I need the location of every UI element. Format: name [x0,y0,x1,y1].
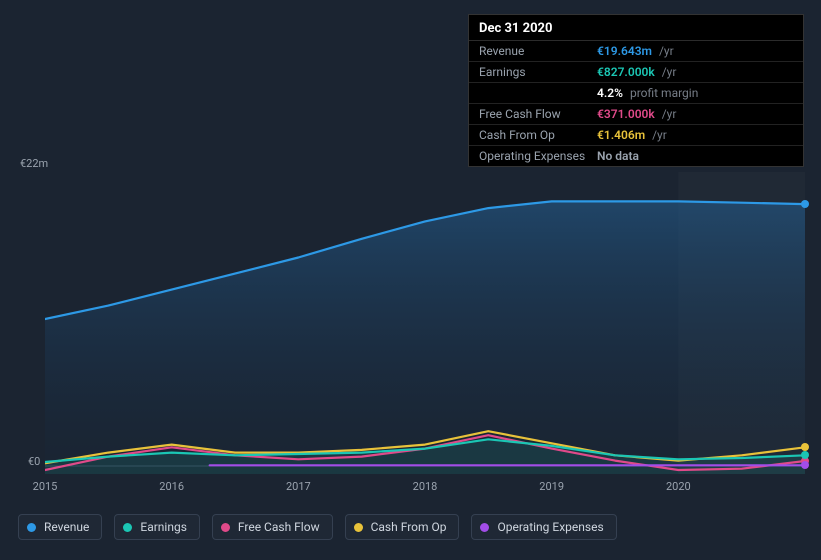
cash_from_op-end-marker [801,443,809,451]
legend-label: Revenue [44,520,89,534]
legend-label: Cash From Op [371,520,447,534]
tooltip-row-label: Operating Expenses [479,149,597,163]
y-axis-label-zero: €0 [28,455,40,468]
legend-item-fcf[interactable]: Free Cash Flow [212,514,333,540]
tooltip-row: Earnings€827.000k /yr [469,62,803,83]
tooltip-row-label: Earnings [479,65,597,79]
chart-plot-area[interactable] [45,172,805,474]
earnings-end-marker [801,451,809,459]
tooltip-row-label: Cash From Op [479,128,597,142]
tooltip-row-value: €827.000k /yr [597,65,676,79]
tooltip-subrow: 4.2% profit margin [469,83,803,104]
tooltip-row-value: €19.643m /yr [597,44,674,58]
y-axis-label-max: €22m [20,157,48,170]
legend: Revenue Earnings Free Cash Flow Cash From O… [18,514,617,540]
x-tick-2016: 2016 [159,480,184,493]
legend-item-opex[interactable]: Operating Expenses [471,514,616,540]
x-tick-2020: 2020 [666,480,691,493]
opex-end-marker [801,461,809,469]
x-tick-2018: 2018 [413,480,438,493]
data-tooltip: Dec 31 2020 Revenue€19.643m /yrEarnings€… [468,14,804,167]
legend-label: Operating Expenses [497,520,603,534]
legend-dot-icon [354,523,363,532]
tooltip-row: Revenue€19.643m /yr [469,41,803,62]
legend-label: Earnings [140,520,187,534]
tooltip-row-value: €1.406m /yr [597,128,667,142]
tooltip-row: Free Cash Flow€371.000k /yr [469,104,803,125]
x-tick-2019: 2019 [539,480,564,493]
tooltip-row: Cash From Op€1.406m /yr [469,125,803,146]
tooltip-row-value: €371.000k /yr [597,107,676,121]
legend-dot-icon [123,523,132,532]
tooltip-row-label: Free Cash Flow [479,107,597,121]
legend-dot-icon [221,523,230,532]
chart-container: €22m €0 2015 2016 2017 2018 2019 2020 Dec 31 … [0,0,821,560]
tooltip-row-value: No data [597,149,639,163]
legend-dot-icon [27,523,36,532]
x-axis: 201520162017201820192020 [45,480,805,498]
legend-item-earnings[interactable]: Earnings [114,514,200,540]
legend-dot-icon [480,523,489,532]
tooltip-date: Dec 31 2020 [469,15,803,41]
legend-label: Free Cash Flow [238,520,320,534]
revenue-end-marker [801,200,809,208]
tooltip-row-label: Revenue [479,44,597,58]
tooltip-row: Operating ExpensesNo data [469,146,803,166]
x-tick-2015: 2015 [33,480,58,493]
legend-item-cash_from_op[interactable]: Cash From Op [345,514,460,540]
x-tick-2017: 2017 [286,480,311,493]
legend-item-revenue[interactable]: Revenue [18,514,102,540]
